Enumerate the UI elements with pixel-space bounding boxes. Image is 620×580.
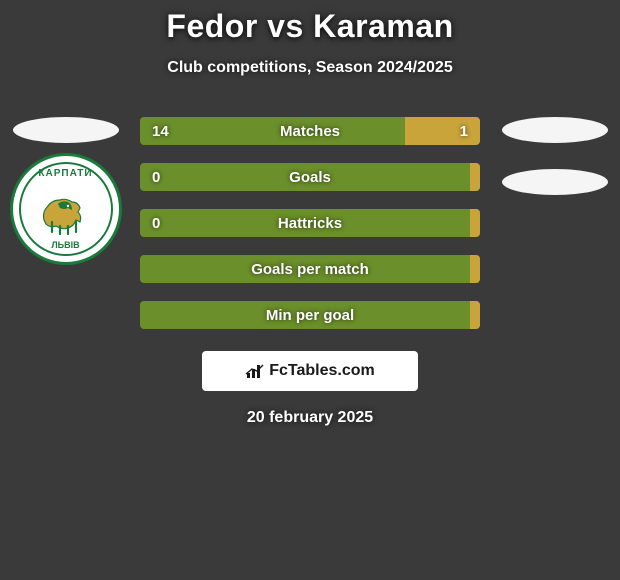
stat-bar: 0Hattricks [140,209,480,237]
lion-icon [38,190,94,236]
bar-label: Goals per match [140,261,480,278]
stat-bar: 141Matches [140,117,480,145]
badge-bottom-text: ЛЬВІВ [13,240,119,250]
club-badge-karpaty: КАРПАТИ ЛЬВІВ [10,153,122,265]
bar-label: Goals [140,169,480,186]
left-column: КАРПАТИ ЛЬВІВ [8,117,123,265]
stat-bar: Goals per match [140,255,480,283]
footer-date: 20 february 2025 [0,409,620,427]
stat-bar: Min per goal [140,301,480,329]
player-placeholder-icon [502,117,608,143]
bar-label: Hattricks [140,215,480,232]
footer-logo-text: FcTables.com [269,362,375,380]
bars-chart-icon [245,363,265,379]
player-placeholder-icon [502,169,608,195]
stat-bars: 141Matches 0Goals 0Hattricks Goals per matc… [140,117,480,329]
stat-bar: 0Goals [140,163,480,191]
subtitle: Club competitions, Season 2024/2025 [0,59,620,77]
stats-comparison-card: Fedor vs Karaman Club competitions, Seas… [0,0,620,427]
badge-top-text: КАРПАТИ [13,168,119,179]
right-column [497,117,612,195]
page-title: Fedor vs Karaman [0,8,620,45]
bar-label: Min per goal [140,307,480,324]
player-placeholder-icon [13,117,119,143]
fctables-logo[interactable]: FcTables.com [202,351,418,391]
bar-label: Matches [140,123,480,140]
main-area: КАРПАТИ ЛЬВІВ 141Matches 0Goals 0Hattricks… [0,117,620,329]
